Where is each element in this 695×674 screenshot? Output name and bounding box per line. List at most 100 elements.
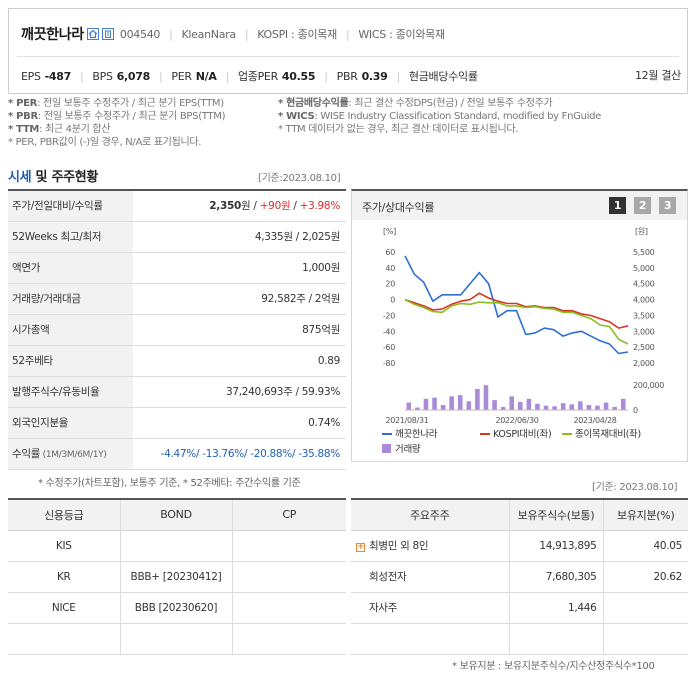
col-header-rating: 신용등급 [8,499,120,531]
legend-label: 종이목재대비(좌) [575,429,641,440]
x-tick-label: 2022/06/30 [495,416,538,425]
home-icon[interactable] [86,28,99,40]
market-row: 외국인지분율 0.74% [8,407,346,439]
divider: | [158,69,163,83]
table-cell: BBB [20230620] [119,592,232,624]
right-tick-label: 5,000 [633,264,655,273]
left-axis-unit: [%] [383,227,396,236]
fiscal-period: 12월 결산 [634,69,681,82]
volume-bar [423,398,429,410]
volume-bar [518,401,523,410]
metric-label-eps: EPS [21,69,41,83]
metric-label-dividend-yield: 현금배당수익률 [408,70,478,83]
table-cell [351,623,509,655]
legend-label: 깨끗한나라 [395,428,438,440]
volume-bar [526,398,532,410]
table-cell: 자사주 [351,592,509,624]
english-name: KleanNara [181,27,237,41]
table-cell [231,623,346,655]
volume-bar [620,398,626,410]
table-cell: NICE [8,592,120,624]
table-cell: 1,446 [508,592,603,624]
stock-code: 004540 [119,27,161,41]
table-cell [231,561,346,593]
expand-plus-icon[interactable]: + [356,541,365,552]
company-name[interactable]: 깨끗한나라 [21,27,84,43]
market-footnote: * 수정주가(차트포함), 보통주 기준, * 52주베타: 주간수익률 기준 [38,478,301,489]
volume-bar [449,396,454,410]
metric-label-sector-per: 업종PER [237,70,278,83]
building-icon[interactable] [101,28,114,40]
right-axis-unit: [원] [635,227,648,236]
market-summary-table: 주가/전일대비/수익률 2,350원 / +90원 / +3.98% 52Weeks… [8,189,346,470]
market-row: 액면가 1,000원 [8,252,346,284]
right-tick-label: 4,500 [633,280,655,289]
chart-page-1-button[interactable]: 1 [609,197,626,214]
market-row-value: 1,000원 [133,252,346,284]
credit-rating-table: 신용등급 BOND CP KIS KR BBB+ [20230412] NICE BBB… [8,498,346,655]
legend-label: 거래량 [395,443,421,455]
table-cell: 14,913,895 [508,530,603,562]
left-tick-label: 20 [385,280,395,289]
table-cell: 40.05 [602,530,688,562]
market-row-value: 37,240,693주 / 59.93% [133,376,346,408]
holder-footnote: * 보유지분 : 보유지분주식수/지수산정주식수*100 [452,661,655,672]
title-row: 깨끗한나라 004540 | KleanNara | KOSPI : 종이목재 … [21,23,445,45]
col-header-holder: 주요주주 [351,499,509,531]
right-tick-label: 2,000 [633,359,655,368]
notes-left: * PER: 전일 보통주 수정주가 / 최근 분기 EPS(TTM) * PB… [8,97,225,149]
chart-title: 주가/상대수익률 [362,201,435,214]
market-row: 수익률 (1M/3M/6M/1Y) -4.47%/ -13.76%/ -20.88… [8,438,346,470]
divider: | [396,69,401,83]
table-cell [119,623,232,655]
metric-label-per: PER [171,69,192,83]
table-row: NICE BBB [20230620] [8,592,346,624]
col-header-bond: BOND [119,499,232,531]
volume-tick-label: 0 [633,406,638,415]
volume-bar [552,406,557,410]
market-row-label: 외국인지분율 [8,407,133,439]
market-row-label: 거래량/거래대금 [8,283,133,315]
table-cell: KIS [8,530,120,562]
table-cell: 20.62 [602,561,688,593]
volume-bar [612,406,617,410]
market-row-label: 발행주식수/유동비율 [8,376,133,408]
right-tick-label: 2,500 [633,343,655,352]
metric-value-eps: -487 [44,69,72,83]
table-row [351,623,688,655]
base-date: [기준:2023.08.10] [258,173,341,184]
header-divider [17,56,679,57]
legend-label: KOSPI대비(좌) [493,429,551,440]
volume-bar [457,395,463,410]
table-cell [231,530,346,562]
market-row-label: 액면가 [8,252,133,284]
divider: | [225,69,230,83]
volume-bar [432,397,437,410]
market-row-label: 시가총액 [8,314,133,346]
chart-page-2-button[interactable]: 2 [634,197,651,214]
volume-bar [500,406,506,410]
market-sector: KOSPI : 종이목재 [257,28,337,41]
metric-value-bps: 6,078 [116,69,151,83]
volume-bar [560,403,566,410]
chart-page-3-button[interactable]: 3 [659,197,676,214]
table-cell: 7,680,305 [508,561,603,593]
volume-bar [595,405,600,410]
left-tick-label: -60 [383,343,395,352]
volume-bar [440,405,446,410]
divider: | [345,27,350,41]
table-cell [119,530,232,562]
left-tick-label: -40 [383,327,395,336]
table-row [8,623,346,655]
note-line: * TTM: 최근 4분기 합산 [8,124,111,135]
divider: | [80,69,84,83]
market-row-label: 52주베타 [8,345,133,377]
note-line: * WICS: WISE Industry Classification Sta… [278,111,601,122]
divider: | [324,69,328,83]
market-row-value: 92,582주 / 2억원 [133,283,346,315]
legend-swatch [382,444,391,453]
x-tick-label: 2021/08/31 [385,416,428,425]
note-line: * PER: 전일 보통주 수정주가 / 최근 분기 EPS(TTM) [8,98,224,109]
market-row-value: 0.74% [133,407,346,439]
left-tick-label: 60 [385,248,395,257]
